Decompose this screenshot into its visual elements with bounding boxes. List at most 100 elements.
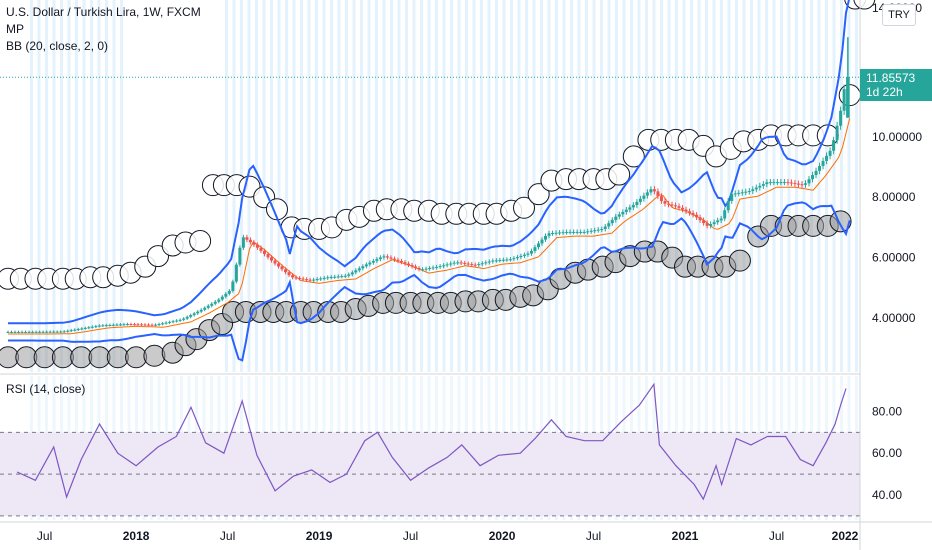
stripe [52, 0, 56, 372]
bb-indicator-label[interactable]: BB (20, close, 2, 0) [6, 39, 109, 53]
candle-body [147, 324, 151, 326]
candle-body [189, 315, 193, 317]
candle-body [487, 261, 491, 263]
candle-body [586, 231, 590, 233]
stripe [37, 0, 41, 372]
chart-title[interactable]: U.S. Dollar / Turkish Lira, 1W, FXCM [6, 5, 201, 19]
candle-body [456, 262, 460, 264]
candle-body [122, 324, 126, 326]
candle-body [733, 193, 737, 195]
stripe [660, 0, 663, 372]
candle-body [185, 316, 189, 319]
candle-body [203, 307, 207, 310]
candle-body [347, 274, 351, 276]
stripe [435, 0, 438, 372]
last-candle-body [846, 77, 850, 118]
candle-body [561, 232, 565, 234]
stripe [840, 0, 843, 372]
candle-body [782, 182, 786, 184]
stripe [352, 0, 356, 372]
candle-body [758, 185, 762, 188]
candle-body [378, 257, 382, 260]
candle-body [104, 325, 108, 327]
candle-body [266, 254, 270, 258]
stripe [510, 0, 513, 372]
candle-body [248, 239, 252, 243]
candle-body [245, 237, 249, 240]
time-tick-label: Jul [403, 529, 418, 543]
candle-body [691, 213, 695, 215]
candle-body [252, 242, 256, 245]
candle-body [768, 182, 772, 184]
stripe [30, 0, 33, 372]
candle-body [533, 247, 537, 251]
candle-body [744, 191, 748, 193]
candle-body [558, 232, 562, 234]
candle-body [178, 319, 182, 321]
candle-body [466, 263, 470, 265]
mp-indicator-label[interactable]: MP [6, 22, 24, 36]
candle-body [638, 198, 642, 202]
candle-body [684, 209, 688, 212]
rsi-indicator-label[interactable]: RSI (14, close) [6, 382, 86, 396]
candle-body [336, 276, 340, 278]
candle-body [234, 264, 238, 282]
candle-body [76, 329, 80, 331]
stripe [427, 0, 431, 372]
candle-body [164, 322, 168, 324]
stripe [847, 0, 851, 372]
stripe [750, 0, 753, 372]
candle-body [621, 211, 625, 215]
candle-body [438, 266, 442, 268]
candle-body [66, 330, 70, 332]
candle-body [695, 214, 699, 218]
candle-body [343, 275, 347, 277]
candle-body [52, 331, 56, 333]
mp-lower-circle [143, 344, 166, 367]
mp-upper-circle [622, 145, 645, 168]
candle-body [463, 262, 467, 264]
candle-body [305, 279, 309, 281]
candle-body [512, 258, 516, 260]
candle-body [536, 243, 540, 248]
candle-body [716, 220, 720, 223]
candle-body [596, 229, 600, 231]
price-candles [0, 37, 860, 334]
candle-body [610, 219, 614, 224]
candle-body [832, 140, 836, 151]
candle-body [175, 320, 179, 322]
candle-body [666, 203, 670, 205]
candle-body [417, 267, 421, 270]
mp-upper-circle [608, 163, 631, 186]
time-tick-label: 2022 [832, 529, 859, 543]
candle-body [284, 269, 288, 273]
candle-body [31, 331, 35, 333]
candle-body [705, 223, 709, 226]
candle-body [48, 331, 52, 333]
candle-body [775, 182, 779, 184]
stripe [412, 0, 416, 372]
stripe [742, 0, 746, 372]
candle-body [354, 270, 358, 273]
candle-body [772, 182, 776, 184]
candle-body [607, 223, 611, 227]
stripe [727, 0, 731, 372]
candle-body [301, 278, 305, 280]
stripe [345, 0, 348, 372]
stripe [97, 0, 101, 372]
candle-body [730, 194, 734, 201]
candle-body [674, 205, 678, 207]
candle-body [206, 305, 210, 308]
candle-body [747, 191, 751, 193]
candle-body [410, 265, 414, 267]
candle-body [273, 260, 277, 264]
candle-body [677, 206, 681, 208]
currency-button[interactable]: TRY [882, 4, 916, 26]
candle-body [635, 201, 639, 206]
candle-body [262, 250, 266, 255]
candle-body [111, 324, 115, 326]
stripe [405, 0, 408, 372]
stripe [75, 0, 78, 372]
stripe [787, 0, 791, 372]
